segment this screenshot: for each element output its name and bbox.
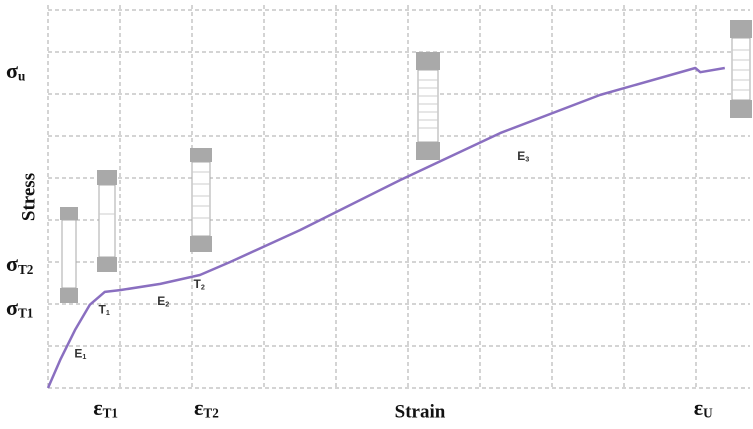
specimens <box>60 20 752 303</box>
x-tick-label: εT2 <box>194 395 219 421</box>
y-tick-label: σu <box>6 58 25 84</box>
x-axis-label: Strain <box>395 401 446 422</box>
x-tick-label: εT1 <box>93 395 118 421</box>
stress-strain-curve <box>46 66 726 389</box>
y-tick-label: σT1 <box>6 295 33 321</box>
annotation: T2 <box>194 277 205 291</box>
annotation: E3 <box>517 149 529 163</box>
y-axis-label: Stress <box>18 173 39 221</box>
grid <box>47 5 750 389</box>
annotation: E1 <box>74 347 86 361</box>
annotation: E2 <box>157 294 169 308</box>
x-tick-label: εU <box>694 395 713 421</box>
y-tick-label: σT2 <box>6 251 34 277</box>
annotation: T1 <box>98 302 109 316</box>
